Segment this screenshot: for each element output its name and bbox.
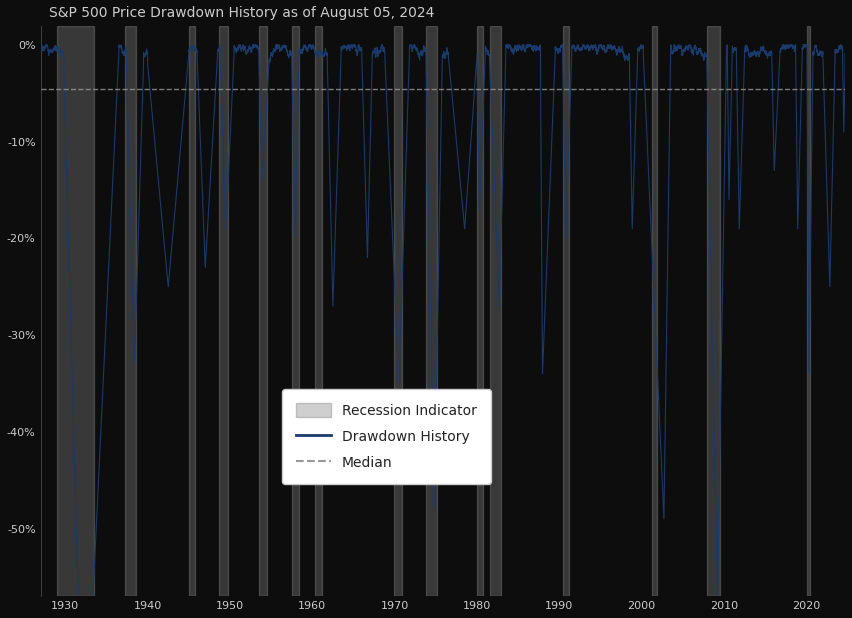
Bar [563,26,569,596]
Bar [706,26,720,596]
Bar [426,26,437,596]
Bar [259,26,267,596]
Bar [314,26,322,596]
Bar [189,26,194,596]
Bar [291,26,299,596]
Bar [219,26,228,596]
Bar [652,26,657,596]
Bar [394,26,402,596]
Bar [125,26,136,596]
Bar [477,26,483,596]
Bar [490,26,501,596]
Text: S&P 500 Price Drawdown History as of August 05, 2024: S&P 500 Price Drawdown History as of Aug… [49,6,434,20]
Bar [57,26,94,596]
Legend: Recession Indicator, Drawdown History, Median: Recession Indicator, Drawdown History, M… [282,389,491,484]
Bar [807,26,810,596]
